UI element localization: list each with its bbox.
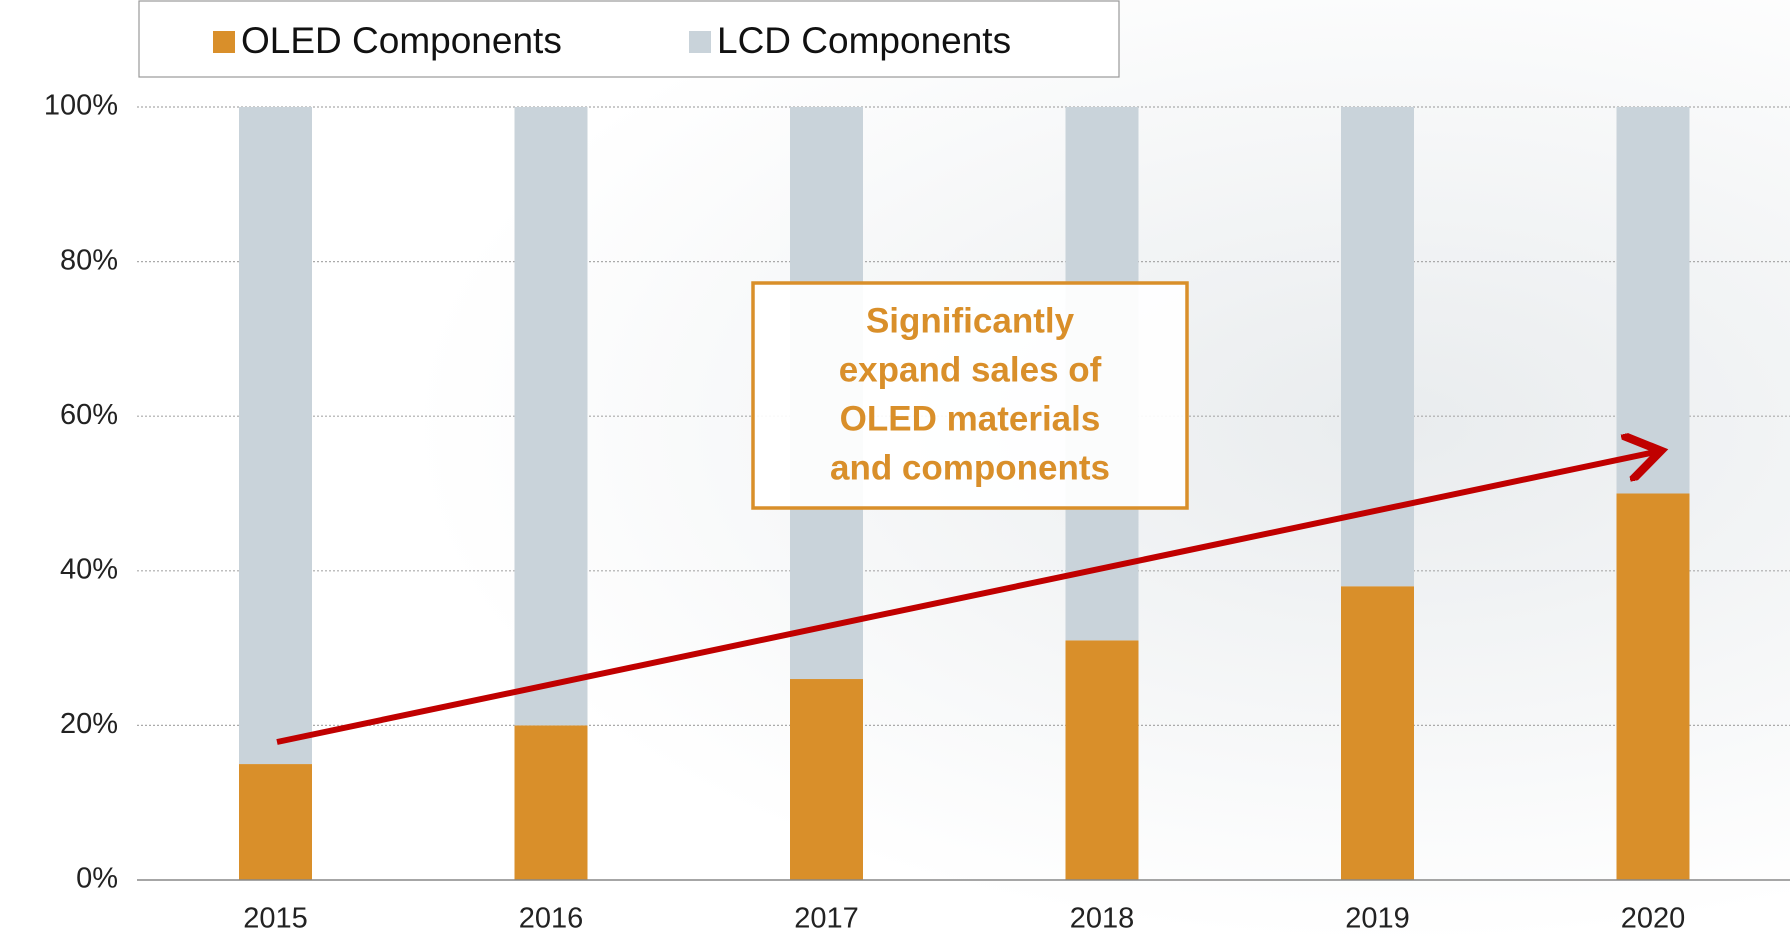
- y-tick-label: 20%: [60, 708, 118, 740]
- y-tick-label: 0%: [76, 863, 118, 895]
- legend-label: OLED Components: [241, 20, 562, 61]
- x-tick-label: 2019: [1345, 903, 1410, 935]
- y-tick-label: 60%: [60, 399, 118, 431]
- x-tick-label: 2015: [243, 903, 308, 935]
- x-tick-label: 2018: [1070, 903, 1135, 935]
- bar-segment: [239, 107, 312, 765]
- bar-segment: [790, 679, 863, 880]
- legend: [138, 0, 1120, 78]
- annotation-text: and components: [830, 448, 1110, 487]
- bar-segment: [1065, 640, 1139, 880]
- y-tick-label: 40%: [60, 553, 118, 585]
- annotation-text: expand sales of: [839, 350, 1102, 389]
- bar-segment: [514, 107, 588, 726]
- bar-segment: [1341, 586, 1414, 880]
- x-tick-label: 2016: [519, 903, 584, 935]
- x-tick-label: 2020: [1621, 903, 1686, 935]
- y-tick-label: 80%: [60, 244, 118, 276]
- x-tick-label: 2017: [794, 903, 859, 935]
- legend-label: LCD Components: [717, 20, 1011, 61]
- trend-arrow: [276, 452, 1655, 745]
- bar-segment: [1616, 493, 1690, 880]
- y-tick-label: 100%: [44, 90, 118, 122]
- legend-swatch: [213, 31, 235, 53]
- bar-segment: [514, 725, 588, 880]
- legend-swatch: [689, 31, 711, 53]
- annotation-box: [751, 281, 1189, 510]
- bar-segment: [239, 764, 312, 880]
- annotation-text: OLED materials: [840, 399, 1101, 438]
- annotation-text: Significantly: [866, 301, 1075, 340]
- bar-segment: [1616, 107, 1690, 494]
